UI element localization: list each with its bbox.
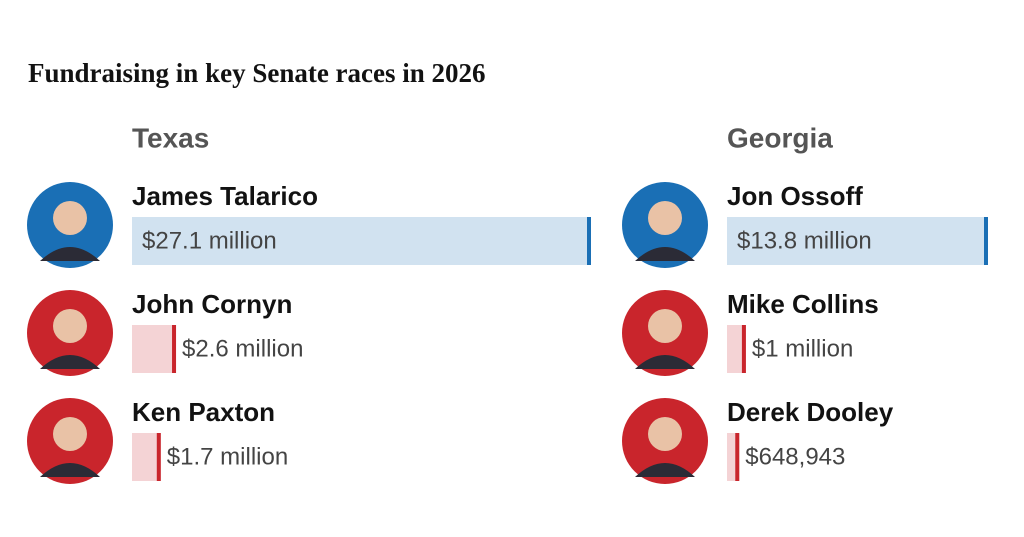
avatar-body [635, 355, 695, 369]
bar [727, 217, 988, 265]
bar-end [741, 325, 746, 373]
avatar-body [635, 463, 695, 477]
candidate-name: Derek Dooley [727, 397, 894, 427]
avatar-head [648, 417, 682, 451]
avatar-head [648, 309, 682, 343]
panel-title: Texas [132, 122, 209, 153]
bar-end [172, 325, 177, 373]
value-label: $1.7 million [167, 443, 288, 470]
bar-end [587, 217, 591, 265]
panel-title: Georgia [727, 122, 833, 153]
bar [132, 325, 177, 373]
bar-end [156, 433, 161, 481]
avatar-body [40, 463, 100, 477]
value-label: $648,943 [745, 443, 845, 470]
avatar-body [635, 247, 695, 261]
avatar-head [53, 417, 87, 451]
avatar-body [40, 247, 100, 261]
bar-end [735, 433, 740, 481]
avatar-head [53, 201, 87, 235]
value-label: $27.1 million [142, 227, 277, 254]
value-label: $2.6 million [182, 335, 303, 362]
avatar-head [53, 309, 87, 343]
candidate-name: John Cornyn [132, 289, 292, 319]
candidate-name: Mike Collins [727, 289, 879, 319]
bar [727, 325, 746, 373]
chart-title: Fundraising in key Senate races in 2026 [28, 58, 486, 88]
candidate-name: Ken Paxton [132, 397, 275, 427]
bar [132, 217, 591, 265]
avatar-head [648, 201, 682, 235]
value-label: $13.8 million [737, 227, 872, 254]
candidate-name: James Talarico [132, 181, 318, 211]
bar [132, 433, 161, 481]
candidate-name: Jon Ossoff [727, 181, 863, 211]
bar-end [984, 217, 988, 265]
value-label: $1 million [752, 335, 853, 362]
avatar-body [40, 355, 100, 369]
